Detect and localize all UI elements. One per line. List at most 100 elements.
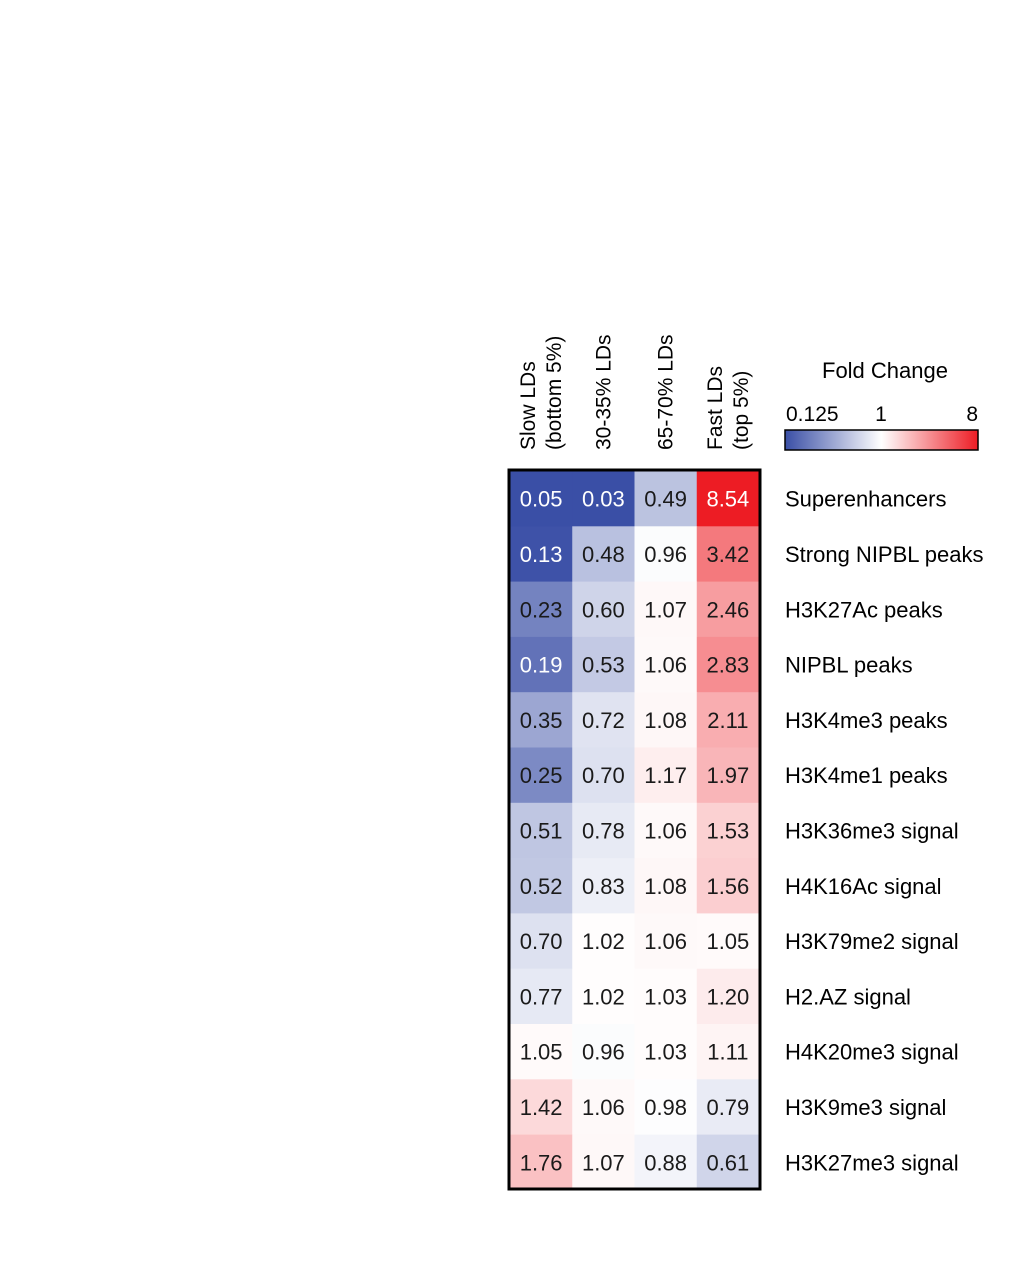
heatmap-cell (510, 858, 573, 914)
row-label-h3k36me3-signal: H3K36me3 signal (785, 818, 959, 843)
column-headers: Slow LDs (bottom 5%) 30-35% LDs 65-70% LDs F… (517, 334, 753, 450)
heatmap-cell (634, 747, 698, 804)
heatmap-cell (572, 1134, 635, 1191)
heatmap-cell (634, 968, 698, 1025)
heatmap-cell (572, 1079, 635, 1136)
cell-value: 1.76 (520, 1150, 563, 1175)
heatmap-cell (696, 913, 760, 970)
cell-value: 3.42 (706, 542, 749, 567)
row-labels: Superenhancers Strong NIPBL peaks H3K27Ac … (785, 487, 984, 1176)
cell-value: 0.05 (520, 487, 563, 512)
heatmap-cell (510, 581, 573, 638)
cell-value: 1.56 (706, 874, 749, 899)
row-label-h4k20me3-signal: H4K20me3 signal (785, 1040, 959, 1065)
heatmap-cell (572, 636, 635, 693)
cell-value: 2.83 (706, 653, 749, 678)
heatmap-cell (510, 1024, 573, 1080)
heatmap-cell (572, 526, 635, 583)
cell-value: 0.03 (582, 487, 625, 512)
heatmap-cell (696, 471, 760, 527)
row-label-h3k79me2-signal: H3K79me2 signal (785, 929, 959, 954)
colorbar-gradient (784, 429, 979, 451)
cell-value: 0.96 (582, 1040, 625, 1065)
row-label-strong-nipbl-peaks: Strong NIPBL peaks (785, 542, 984, 567)
heatmap-cell (510, 913, 573, 970)
heatmap-cell (634, 802, 698, 859)
cell-value: 1.17 (644, 763, 687, 788)
legend-title: Fold Change (822, 358, 948, 383)
heatmap-cell (572, 471, 635, 527)
row-label-h3k27me3-signal: H3K27me3 signal (785, 1150, 959, 1175)
heatmap-cell (634, 581, 698, 638)
cell-value: 0.72 (582, 708, 625, 733)
heatmap-cell (572, 913, 635, 970)
cell-value: 1.07 (644, 597, 687, 622)
heatmap-cell (510, 636, 573, 693)
cell-value: 0.52 (520, 874, 563, 899)
cell-value: 0.13 (520, 542, 563, 567)
cell-value: 0.77 (520, 984, 563, 1009)
cell-value: 0.19 (520, 653, 563, 678)
column-header-slow-lds: Slow LDs (bottom 5%) (517, 336, 566, 450)
cell-value: 1.05 (520, 1040, 563, 1065)
cell-value: 1.97 (706, 763, 749, 788)
cell-value: 0.98 (644, 1095, 687, 1120)
cell-value: 2.11 (707, 708, 748, 733)
heatmap-cell (572, 968, 635, 1025)
cell-value: 0.53 (582, 653, 625, 678)
row-label-superenhancers: Superenhancers (785, 487, 946, 512)
heatmap-cell (572, 802, 635, 859)
cell-value: 0.78 (582, 818, 625, 843)
heatmap-cell (696, 636, 760, 693)
column-header-30-35-lds: 30-35% LDs (592, 334, 615, 450)
row-label-h3k4me3-peaks: H3K4me3 peaks (785, 708, 948, 733)
heatmap-cell (572, 747, 635, 804)
heatmap-cell (510, 747, 573, 804)
cell-value: 1.07 (582, 1150, 625, 1175)
cell-value: 0.79 (706, 1095, 749, 1120)
cell-value: 1.02 (582, 929, 625, 954)
cell-value: 0.35 (520, 708, 563, 733)
heatmap-cell (696, 802, 760, 859)
row-label-h3k9me3-signal: H3K9me3 signal (785, 1095, 946, 1120)
cell-value: 0.48 (582, 542, 625, 567)
heatmap-cell (572, 581, 635, 638)
heatmap-cell (696, 581, 760, 638)
heatmap-cells: 0.05 0.03 0.49 8.54 0.13 0.48 0.96 3.42 0.23 0.60… (510, 471, 760, 1191)
heatmap-cell (696, 526, 760, 583)
row-label-h2-az-signal: H2.AZ signal (785, 984, 911, 1009)
cell-value: 0.70 (520, 929, 563, 954)
heatmap-cell (696, 1024, 760, 1080)
heatmap-cell (634, 471, 698, 527)
heatmap-cell (696, 858, 760, 914)
legend-max-label: 8 (966, 403, 978, 426)
heatmap-cell (634, 636, 698, 693)
cell-value: 0.83 (582, 874, 625, 899)
cell-value: 1.02 (582, 984, 625, 1009)
legend-min-label: 0.125 (786, 403, 839, 426)
heatmap-cell (696, 747, 760, 804)
cell-value: 1.06 (582, 1095, 625, 1120)
heatmap-border (507, 468, 762, 1191)
heatmap-cell (696, 692, 760, 748)
heatmap-cell (510, 692, 573, 748)
cell-value: 0.49 (644, 487, 687, 512)
cell-value: 1.06 (644, 818, 687, 843)
heatmap-cell (634, 526, 698, 583)
cell-value: 1.11 (707, 1040, 748, 1065)
cell-value: 2.46 (706, 597, 749, 622)
heatmap-cell (510, 1079, 573, 1136)
cell-value: 0.60 (582, 597, 625, 622)
column-header-fast-lds: Fast LDs (top 5%) (704, 366, 753, 450)
heatmap-cell (510, 471, 573, 527)
cell-value: 1.03 (644, 984, 687, 1009)
row-label-h4k16ac-signal: H4K16Ac signal (785, 874, 942, 899)
cell-value: 1.20 (706, 984, 749, 1009)
cell-value: 0.70 (582, 763, 625, 788)
row-label-h3k27ac-peaks: H3K27Ac peaks (785, 597, 943, 622)
row-label-nipbl-peaks: NIPBL peaks (785, 653, 913, 678)
cell-value: 0.25 (520, 763, 563, 788)
cell-value: 1.03 (644, 1040, 687, 1065)
